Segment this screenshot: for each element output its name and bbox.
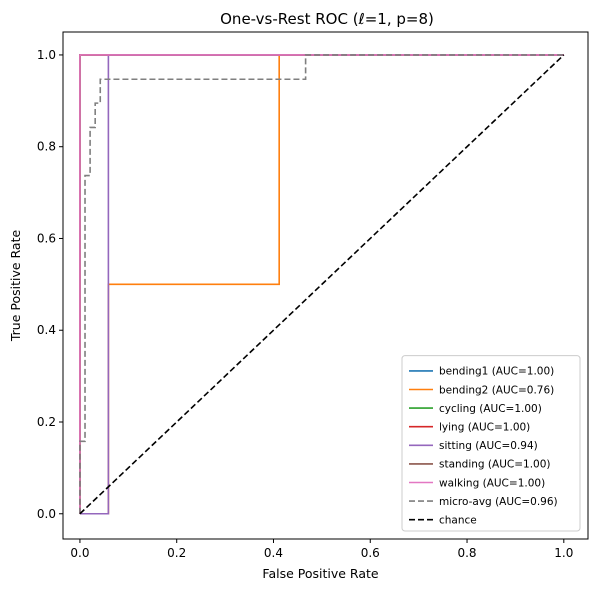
legend-label: sitting (AUC=0.94) [439,440,538,452]
legend: bending1 (AUC=1.00) bending2 (AUC=0.76) cy… [401,355,581,532]
x-axis-label: False Positive Rate [262,566,378,581]
series-line-chance [79,54,565,515]
y-axis-ticks: 0.0 0.2 0.4 0.6 0.8 1.0 [37,48,63,521]
x-tick-label: 0.8 [457,546,476,560]
legend-label: bending2 (AUC=0.76) [439,384,554,396]
series-line-micro-avg [79,54,564,514]
chart-title: One-vs-Rest ROC (ℓ=1, p=8) [220,10,434,28]
series-line-walking [79,54,564,514]
y-tick-label: 0.4 [37,323,56,337]
legend-label: cycling (AUC=1.00) [439,403,542,415]
x-tick-label: 0.4 [264,546,283,560]
x-tick-label: 0.0 [70,546,89,560]
legend-label: bending1 (AUC=1.00) [439,366,554,378]
x-tick-label: 0.2 [167,546,186,560]
x-tick-label: 1.0 [554,546,573,560]
plot-frame [62,31,589,540]
legend-label: standing (AUC=1.00) [439,459,551,471]
legend-label: walking (AUC=1.00) [439,477,545,489]
legend-box [401,355,581,532]
y-tick-label: 0.0 [37,507,56,521]
y-tick-label: 0.2 [37,415,56,429]
legend-label: micro-avg (AUC=0.96) [439,496,558,508]
y-tick-label: 0.8 [37,140,56,154]
legend-label: lying (AUC=1.00) [439,422,530,434]
legend-label: chance [439,515,477,527]
x-tick-label: 0.6 [361,546,380,560]
y-tick-label: 0.6 [37,231,56,245]
x-axis-ticks: 0.0 0.2 0.4 0.6 0.8 1.0 [70,539,573,560]
y-axis-label: True Positive Rate [8,230,23,343]
y-tick-label: 1.0 [37,48,56,62]
series-layer [79,54,565,515]
